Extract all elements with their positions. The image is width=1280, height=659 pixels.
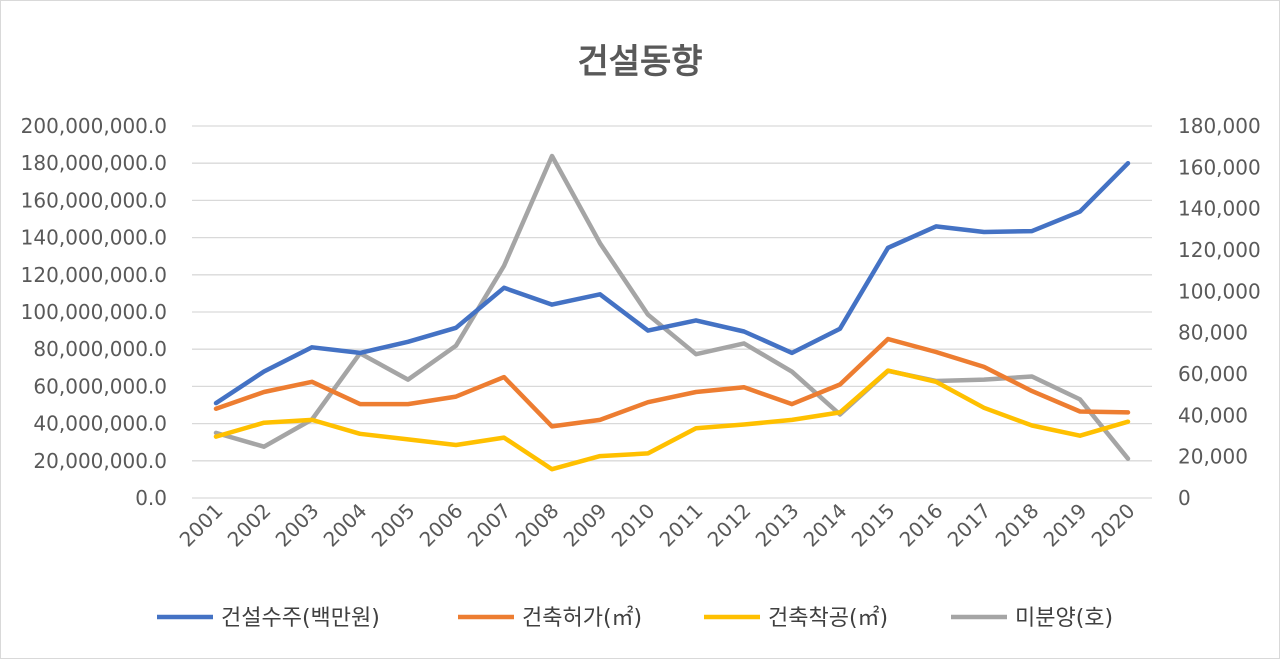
y-right-tick-label: 60,000	[1178, 362, 1248, 386]
y-left-tick-label: 80,000,000.0	[33, 337, 167, 361]
x-tick-label: 2013	[751, 499, 804, 552]
legend-label: 건축허가(㎡)	[522, 605, 642, 631]
x-tick-label: 2011	[655, 499, 708, 552]
gridlines	[192, 125, 1152, 499]
y-left-tick-label: 120,000,000.0	[21, 263, 167, 287]
legend: 건설수주(백만원) 건축허가(㎡) 건축착공(㎡) 미분양(호)	[157, 605, 1113, 631]
x-tick-label: 2018	[991, 499, 1044, 552]
y-left-tick-label: 140,000,000.0	[21, 226, 167, 250]
y-right-tick-label: 0	[1178, 486, 1191, 510]
x-tick-label: 2016	[895, 499, 948, 552]
x-axis: 2001200220032004200520062007200820092010…	[175, 499, 1140, 552]
y-right-tick-label: 160,000	[1178, 155, 1261, 179]
y-left-tick-label: 160,000,000.0	[21, 188, 167, 212]
y-right-tick-label: 120,000	[1178, 238, 1261, 262]
x-tick-label: 2017	[943, 499, 996, 552]
y-left-tick-label: 60,000,000.0	[33, 374, 167, 398]
x-tick-label: 2019	[1039, 499, 1092, 552]
series-line-2	[213, 336, 1131, 429]
x-tick-label: 2003	[271, 499, 324, 552]
legend-label: 건축착공(㎡)	[768, 605, 888, 631]
y-left-tick-label: 0.0	[135, 486, 167, 510]
x-tick-label: 2001	[175, 499, 228, 552]
y-axis-right: 0 20,000 40,000 60,000 80,000 100,000 120,000 1…	[1178, 114, 1261, 510]
y-left-tick-label: 20,000,000.0	[33, 449, 167, 473]
x-tick-label: 2002	[223, 499, 276, 552]
y-right-tick-label: 40,000	[1178, 403, 1248, 427]
y-left-tick-label: 100,000,000.0	[21, 300, 167, 324]
x-tick-label: 2005	[367, 499, 420, 552]
y-left-tick-label: 180,000,000.0	[21, 151, 167, 175]
x-tick-label: 2009	[559, 499, 612, 552]
x-tick-label: 2014	[799, 499, 852, 552]
x-tick-label: 2015	[847, 499, 900, 552]
y-left-tick-label: 40,000,000.0	[33, 412, 167, 436]
y-right-tick-label: 20,000	[1178, 445, 1248, 469]
x-tick-label: 2004	[319, 499, 372, 552]
legend-label: 건설수주(백만원)	[221, 606, 380, 631]
series-line-1	[213, 160, 1131, 406]
x-tick-label: 2012	[703, 499, 756, 552]
x-tick-label: 2010	[607, 499, 660, 552]
chart-title: 건설동향	[577, 42, 702, 82]
y-left-tick-label: 200,000,000.0	[21, 114, 167, 138]
x-tick-label: 2008	[511, 499, 564, 552]
y-axis-left: 0.0 20,000,000.0 40,000,000.0 60,000,000.0 8…	[21, 114, 167, 510]
y-right-tick-label: 80,000	[1178, 321, 1248, 345]
series-lines	[213, 153, 1131, 472]
x-tick-label: 2006	[415, 499, 468, 552]
series-line-3	[213, 368, 1131, 472]
legend-label: 미분양(호)	[1015, 606, 1113, 631]
series-line-4	[213, 153, 1131, 461]
y-right-tick-label: 140,000	[1178, 197, 1261, 221]
y-right-tick-label: 180,000	[1178, 114, 1261, 138]
y-right-tick-label: 100,000	[1178, 279, 1261, 303]
x-tick-label: 2007	[463, 499, 516, 552]
x-tick-label: 2020	[1087, 499, 1140, 552]
